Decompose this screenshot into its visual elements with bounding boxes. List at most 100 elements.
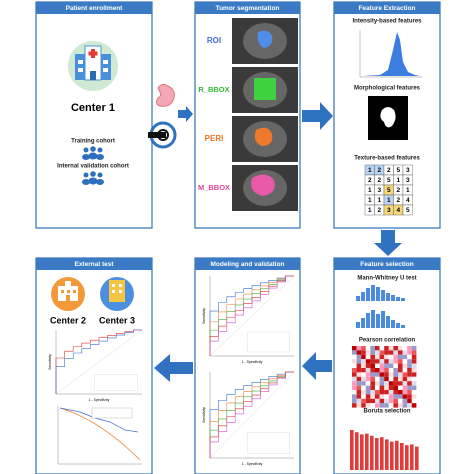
heat-cell [352, 346, 357, 351]
heat-cell [375, 368, 380, 373]
arrow [302, 102, 333, 130]
axis-label: Sensitivity [202, 308, 206, 324]
heat-cell [407, 394, 412, 399]
bar [365, 433, 369, 470]
heat-cell [393, 390, 398, 395]
heat-cell [379, 394, 385, 399]
heat-cell [370, 350, 375, 355]
heat-cell [402, 350, 408, 355]
matrix-value: 2 [396, 197, 400, 204]
heat-cell [356, 394, 362, 399]
center-label: Center 1 [71, 102, 115, 114]
heat-cell [411, 350, 417, 355]
heat-cell [379, 390, 385, 395]
heat-cell [356, 398, 362, 404]
heat-cell [375, 394, 380, 399]
heat-cell [365, 363, 371, 368]
heat-cell [398, 372, 403, 377]
matrix-value: 4 [396, 207, 400, 214]
heat-cell [370, 346, 375, 351]
bar [400, 443, 404, 470]
heat-cell [356, 363, 362, 368]
heat-cell [393, 376, 398, 382]
heat-cell [398, 363, 403, 368]
heat-cell [375, 385, 380, 390]
heat-cell [411, 359, 417, 364]
matrix-value: 1 [387, 197, 391, 204]
panel-title: Modeling and validation [210, 261, 284, 268]
heat-cell [384, 359, 389, 364]
heat-cell [361, 363, 366, 368]
heat-cell [370, 359, 375, 364]
matrix-value: 5 [387, 177, 391, 184]
heat-cell [384, 403, 389, 408]
heat-cell [388, 368, 394, 373]
matrix-value: 2 [387, 167, 391, 174]
heat-cell [398, 350, 403, 355]
heat-cell [356, 372, 362, 377]
heat-cell [370, 354, 375, 360]
heat-cell [407, 359, 412, 364]
panel-header [195, 2, 300, 14]
heat-cell [411, 390, 417, 395]
heat-cell [361, 403, 366, 408]
heat-cell [379, 359, 385, 364]
heat-cell [352, 372, 357, 377]
bar [385, 439, 389, 470]
roi-label: ROI [207, 36, 221, 45]
legend-box [94, 374, 138, 391]
heat-cell [411, 372, 417, 377]
heat-cell [411, 363, 417, 368]
boruta-bars [350, 430, 419, 470]
heat-cell [398, 398, 403, 404]
heat-cell [365, 376, 371, 382]
heat-cell [375, 372, 380, 377]
axis [359, 30, 422, 78]
heat-cell [402, 368, 408, 373]
hospital-icon [51, 277, 85, 311]
heat-cell [365, 403, 371, 408]
heat-cell [407, 403, 412, 408]
heat-cell [398, 385, 403, 390]
arrow [178, 106, 193, 122]
heat-cell [375, 381, 380, 386]
heat-cell [384, 394, 389, 399]
heat-cell [407, 350, 412, 355]
axis-label: Sensitivity [48, 354, 52, 370]
hospital-icon [68, 41, 118, 91]
heat-cell [379, 368, 385, 373]
heat-cell [375, 354, 380, 360]
heat-cell [407, 385, 412, 390]
heat-cell [407, 390, 412, 395]
heat-cell [375, 363, 380, 368]
heat-cell [407, 346, 412, 351]
heat-cell [352, 385, 357, 390]
matrix-value: 2 [377, 167, 381, 174]
panel-header [334, 2, 440, 14]
bar [405, 445, 409, 470]
heat-cell [384, 376, 389, 382]
heat-cell [361, 372, 366, 377]
calibration-plot [57, 406, 142, 465]
heat-cell [402, 359, 408, 364]
heat-cell [388, 346, 394, 351]
heat-cell [384, 372, 389, 377]
roc-curve [209, 275, 294, 356]
feature-label: Morphological features [354, 86, 421, 92]
heat-cell [361, 346, 366, 351]
heat-cell [356, 385, 362, 390]
heat-cell [393, 372, 398, 377]
heat-cell [352, 403, 357, 408]
heat-cell [370, 372, 375, 377]
heat-cell [388, 376, 394, 382]
diagonal [209, 275, 295, 357]
people-icon [82, 171, 104, 185]
matrix-value: 3 [406, 177, 410, 184]
test-label: Boruta selection [363, 409, 410, 415]
heat-cell [379, 346, 385, 351]
heat-cell [388, 363, 394, 368]
roc-plot: 1 - Specificity Sensitivity [48, 329, 143, 402]
heat-cell [356, 403, 362, 408]
heat-cell [379, 398, 385, 404]
heat-cell [388, 390, 394, 395]
